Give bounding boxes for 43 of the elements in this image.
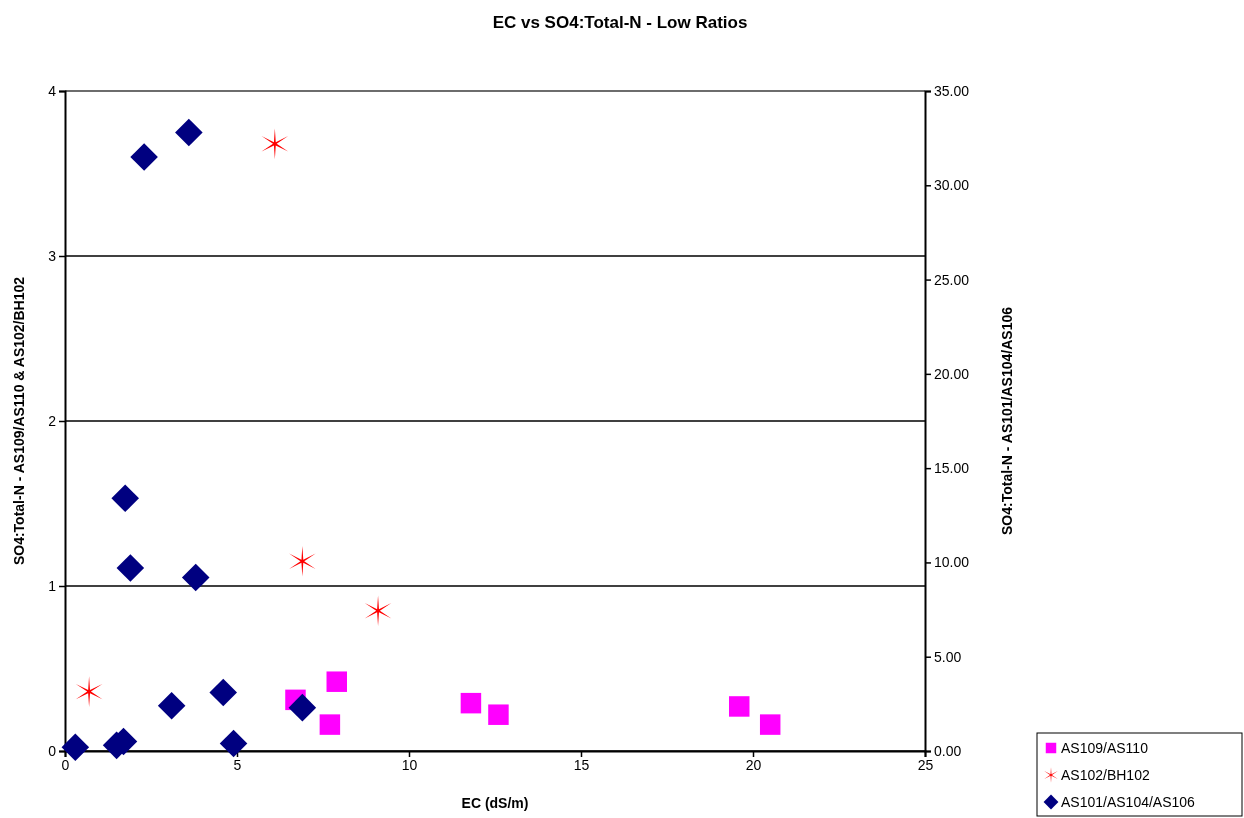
x-tick-label: 0	[61, 756, 70, 773]
y2-tick-label: 25.00	[934, 271, 970, 288]
point	[61, 733, 90, 762]
point	[319, 714, 341, 735]
y-tick-label: 0	[48, 742, 57, 759]
legend-label: AS109/AS110	[1061, 740, 1149, 756]
y2-tick-label: 5.00	[934, 648, 962, 665]
point	[289, 545, 316, 577]
x-tick-label: 20	[745, 756, 762, 773]
y2-tick-label: 35.00	[934, 82, 970, 99]
point	[759, 714, 781, 735]
x-tick-label: 15	[573, 756, 590, 773]
chart-title: EC vs SO4:Total-N - Low Ratios	[492, 13, 748, 32]
x-tick-label: 25	[917, 756, 934, 773]
y2-tick-label: 0.00	[934, 742, 962, 759]
y2-tick-label: 10.00	[934, 554, 970, 571]
point	[116, 554, 145, 582]
y-tick-label: 1	[48, 577, 57, 594]
y-axis-title: SO4:Total-N - AS109/AS110 & AS102/BH102	[11, 276, 27, 566]
y2-axis-title: SO4:Total-N - AS101/AS104/AS106	[999, 306, 1015, 535]
point	[326, 671, 348, 692]
point	[460, 692, 482, 714]
y2-tick-label: 15.00	[934, 460, 970, 477]
x-axis-title: EC (dS/m)	[461, 795, 529, 811]
point	[288, 693, 317, 722]
point	[175, 118, 203, 147]
point	[157, 691, 186, 720]
point	[219, 729, 248, 758]
point	[488, 704, 509, 725]
point	[130, 143, 158, 171]
y-tick-label: 3	[48, 247, 57, 264]
y-tick-label: 2	[48, 412, 57, 429]
legend-label: AS101/AS104/AS106	[1061, 794, 1196, 810]
legend-label: AS102/BH102	[1061, 767, 1150, 783]
y-tick-label: 4	[48, 82, 57, 99]
x-tick-label: 10	[401, 756, 418, 773]
point	[209, 678, 238, 707]
point	[728, 696, 750, 717]
x-tick-label: 5	[233, 756, 242, 773]
y2-tick-label: 20.00	[934, 365, 970, 382]
point	[111, 484, 139, 513]
y2-tick-label: 30.00	[934, 177, 970, 194]
point	[181, 563, 210, 592]
